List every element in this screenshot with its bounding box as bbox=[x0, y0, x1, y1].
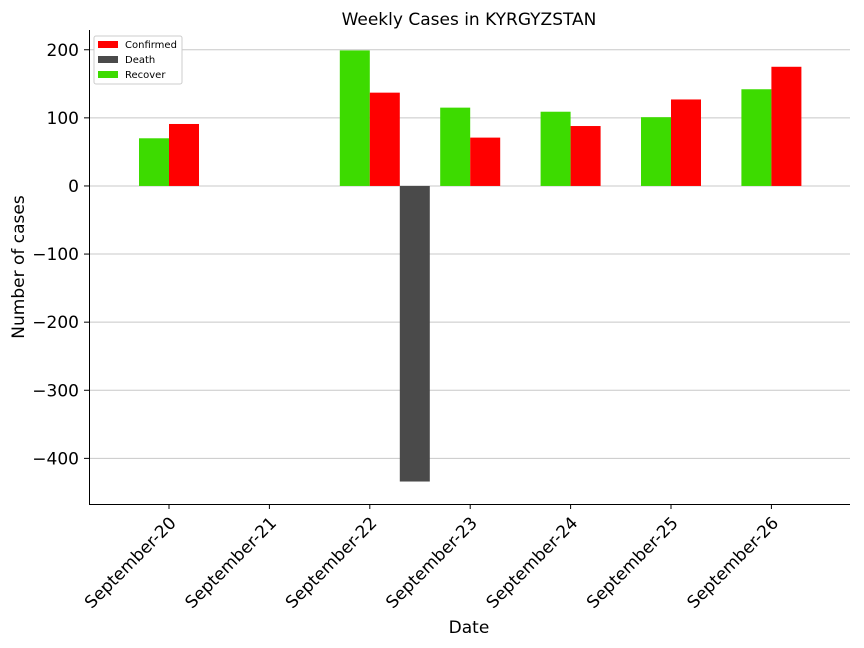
bar-confirmed bbox=[169, 123, 199, 186]
x-ticks: September-20 September-21 September-22 Sept… bbox=[81, 504, 783, 613]
bar-recover bbox=[641, 117, 671, 186]
bar-death bbox=[399, 185, 430, 482]
axes bbox=[89, 30, 850, 505]
y-tick-label: −200 bbox=[32, 313, 79, 333]
x-tick-label: September-25 bbox=[583, 513, 682, 612]
x-tick-label: September-22 bbox=[282, 513, 381, 612]
legend-swatch bbox=[98, 56, 118, 63]
x-tick-label: September-24 bbox=[483, 513, 582, 612]
x-tick-label: September-23 bbox=[382, 513, 481, 612]
bar-recover bbox=[139, 138, 169, 186]
y-tick-label: −300 bbox=[32, 381, 79, 401]
legend: Confirmed Death Recover bbox=[93, 35, 183, 85]
bar-recover bbox=[440, 107, 471, 186]
bar-recover bbox=[339, 50, 370, 186]
y-axis-label: Number of cases bbox=[9, 195, 29, 339]
bar-confirmed bbox=[771, 66, 802, 186]
legend-label: Death bbox=[125, 55, 155, 66]
legend-swatch bbox=[98, 71, 118, 78]
bars bbox=[139, 50, 802, 482]
y-tick-label: −100 bbox=[32, 245, 79, 265]
bar-recover bbox=[540, 111, 571, 186]
y-tick-label: −400 bbox=[32, 449, 79, 469]
legend-label: Confirmed bbox=[125, 40, 177, 51]
x-axis-label: Date bbox=[449, 618, 490, 638]
bar-confirmed bbox=[369, 92, 400, 186]
chart-title: Weekly Cases in KYRGYZSTAN bbox=[342, 10, 597, 30]
x-tick-label: September-20 bbox=[81, 513, 180, 612]
bar-confirmed bbox=[470, 137, 501, 186]
legend-swatch bbox=[98, 41, 118, 48]
y-tick-label: 200 bbox=[47, 41, 79, 61]
x-tick-label: September-21 bbox=[181, 513, 280, 612]
bar-confirmed bbox=[671, 99, 701, 186]
legend-label: Recover bbox=[125, 70, 166, 81]
y-tick-label: 0 bbox=[68, 177, 79, 197]
y-ticks: 200 100 0 −100 −200 −300 −400 bbox=[32, 41, 89, 469]
bar-recover bbox=[741, 89, 772, 186]
y-tick-label: 100 bbox=[47, 109, 79, 129]
bar-confirmed bbox=[570, 126, 601, 186]
x-tick-label: September-26 bbox=[683, 513, 782, 612]
